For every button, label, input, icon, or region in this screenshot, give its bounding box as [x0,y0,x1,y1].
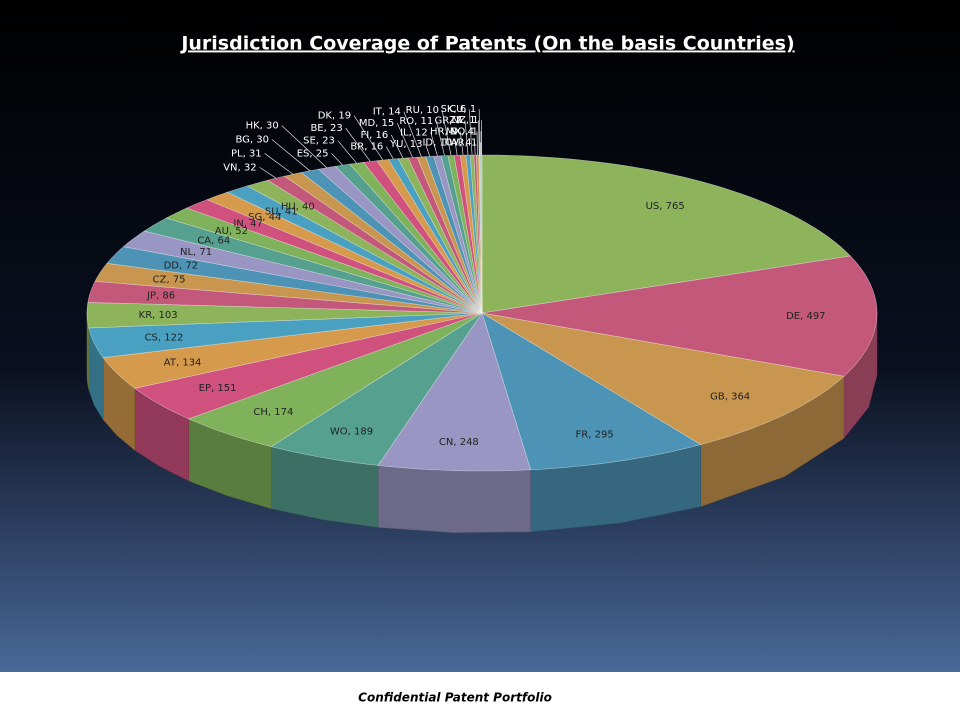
data-label: SE, 23 [303,136,335,147]
data-label: AR, 1 [451,137,478,148]
data-label: RU, 10 [406,105,439,116]
data-label: KR, 103 [139,310,178,321]
data-label: HK, 30 [246,121,279,132]
data-label: VN, 32 [223,162,256,173]
data-label: DK, 19 [318,111,351,122]
data-label: BE, 23 [310,123,342,134]
data-label: FI, 16 [360,130,388,141]
data-label: IT, 14 [373,107,401,118]
data-label: EP, 151 [199,383,237,394]
data-label: DD, 72 [164,260,198,271]
data-label: BR, 16 [350,142,383,153]
data-label: PL, 31 [231,148,262,159]
data-label: CN, 248 [439,437,479,448]
data-label: RO, 11 [399,116,433,127]
data-label: MD, 15 [359,118,394,129]
data-label: CH, 174 [253,407,293,418]
slice-side [378,465,531,532]
data-label: DE, 497 [786,311,825,322]
data-label: ES, 25 [297,148,329,159]
data-label: CS, 122 [145,333,184,344]
data-label: NO, 1 [450,126,478,137]
data-label: CA, 64 [197,235,230,246]
data-label: WO, 189 [330,427,373,438]
data-label: CU, 1 [449,104,476,115]
data-label: HU, 40 [281,201,315,212]
data-label: JP, 86 [146,291,175,302]
data-label: NL, 71 [180,247,212,258]
data-label: YU, 13 [389,139,423,150]
data-label: GB, 364 [710,391,750,402]
data-label: NZ, 1 [452,115,479,126]
data-label: CZ, 75 [153,275,186,286]
chart: Jurisdiction Coverage of Patents (On the… [0,0,960,720]
data-label: AT, 134 [164,357,202,368]
data-label: BG, 30 [235,135,269,146]
chart-title: Jurisdiction Coverage of Patents (On the… [179,33,794,55]
data-label: FR, 295 [576,429,614,440]
data-label: US, 765 [646,201,685,212]
footer-text: Confidential Patent Portfolio [358,691,552,705]
